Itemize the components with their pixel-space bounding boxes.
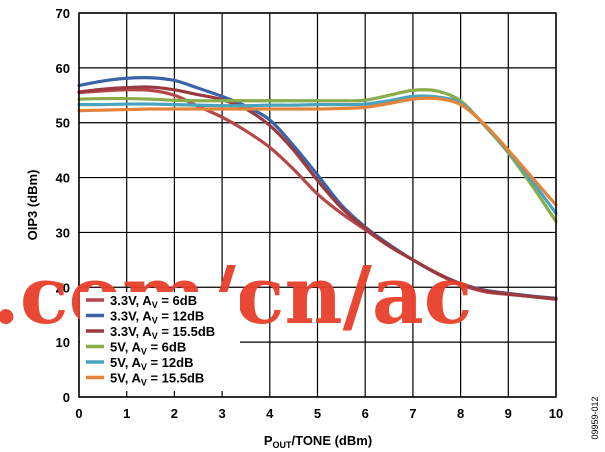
x-tick-label-1: 1 [123, 406, 130, 421]
x-tick-label-5: 5 [314, 406, 321, 421]
x-tick-label-0: 0 [75, 406, 82, 421]
x-tick-label-9: 9 [505, 406, 512, 421]
x-tick-label-10: 10 [549, 406, 563, 421]
legend-label-0: 3.3V, AV = 6dB [110, 293, 197, 310]
legend-label-4: 5V, AV = 12dB [110, 355, 193, 372]
legend-label-2: 3.3V, AV = 15.5dB [110, 324, 215, 341]
y-tick-label-0: 0 [63, 390, 70, 405]
x-tick-label-8: 8 [457, 406, 464, 421]
x-tick-label-6: 6 [362, 406, 369, 421]
series-lines [77, 75, 558, 301]
y-tick-label-1: 10 [56, 335, 70, 350]
series-line-5 [77, 96, 558, 207]
x-tick-label-2: 2 [171, 406, 178, 421]
x-tick-label-7: 7 [409, 406, 416, 421]
plot-frame [78, 12, 557, 398]
figure-id: 09959-012 [590, 396, 600, 439]
legend-box [80, 292, 240, 391]
x-axis-title: POUT/TONE (dBm) [264, 433, 372, 450]
legend-label-3: 5V, AV = 6dB [110, 340, 186, 357]
y-axis-title: OIP3 (dBm) [25, 170, 40, 241]
legend-label-1: 3.3V, AV = 12dB [110, 309, 204, 326]
y-tick-label-5: 50 [56, 116, 70, 131]
x-tick-labels: 0 1 2 3 4 5 6 7 8 9 10 [75, 406, 563, 421]
y-tick-labels: 0 10 20 30 40 50 60 70 [56, 6, 70, 405]
legend-label-5: 5V, AV = 15.5dB [110, 371, 204, 388]
x-tick-label-4: 4 [266, 406, 274, 421]
y-tick-label-2: 20 [56, 280, 70, 295]
y-tick-label-6: 60 [56, 61, 70, 76]
x-tick-label-3: 3 [218, 406, 225, 421]
y-tick-label-4: 40 [56, 171, 70, 186]
series-line-2 [77, 85, 558, 301]
y-tick-label-3: 30 [56, 225, 70, 240]
y-tick-label-7: 70 [56, 6, 70, 21]
